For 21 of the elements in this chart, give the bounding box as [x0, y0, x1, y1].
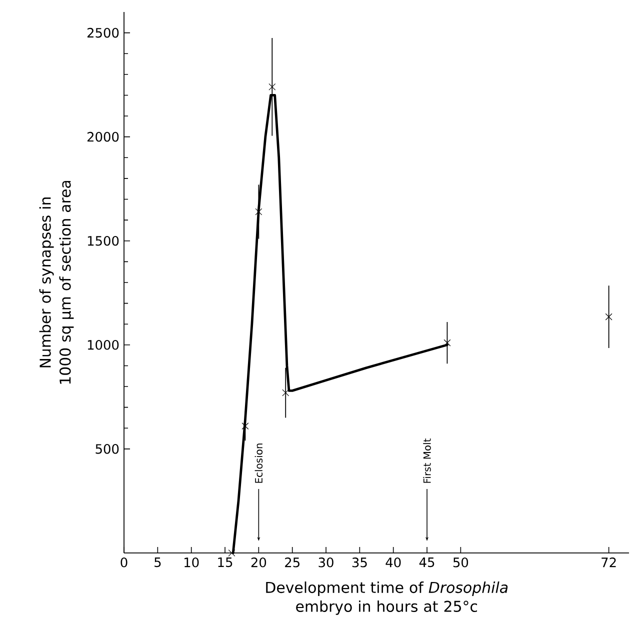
y-tick-label: 2500: [87, 28, 119, 38]
y-tick-label: 1500: [88, 236, 119, 246]
x-tick-label: 72: [602, 558, 616, 568]
x-tick-label: 50: [453, 558, 468, 568]
x-tick-label: 0: [120, 558, 128, 568]
x-tick-label: 35: [352, 558, 367, 568]
x-tick-label: 10: [184, 558, 199, 568]
y-axis-title: Number of synapses in 1000 sq μm of section area: [39, 180, 74, 384]
y-tick-label: 500: [96, 444, 119, 454]
ref-line-label: First Molt: [423, 438, 431, 483]
x-tick-label: 20: [251, 558, 266, 568]
ref-line-label: Eclosion: [254, 444, 263, 483]
x-tick-label: 15: [218, 558, 232, 568]
x-tick-label: 45: [419, 558, 434, 568]
x-tick-label: 40: [386, 558, 401, 568]
x-tick-label: 30: [318, 558, 334, 568]
x-axis-title: Development time of Drosophila embryo in hours at 25°c: [266, 582, 508, 615]
x-tick-label: 25: [285, 558, 300, 568]
y-tick-label: 1000: [88, 340, 119, 350]
x-tick-label: 5: [154, 558, 161, 568]
y-tick-label: 2000: [87, 132, 119, 142]
